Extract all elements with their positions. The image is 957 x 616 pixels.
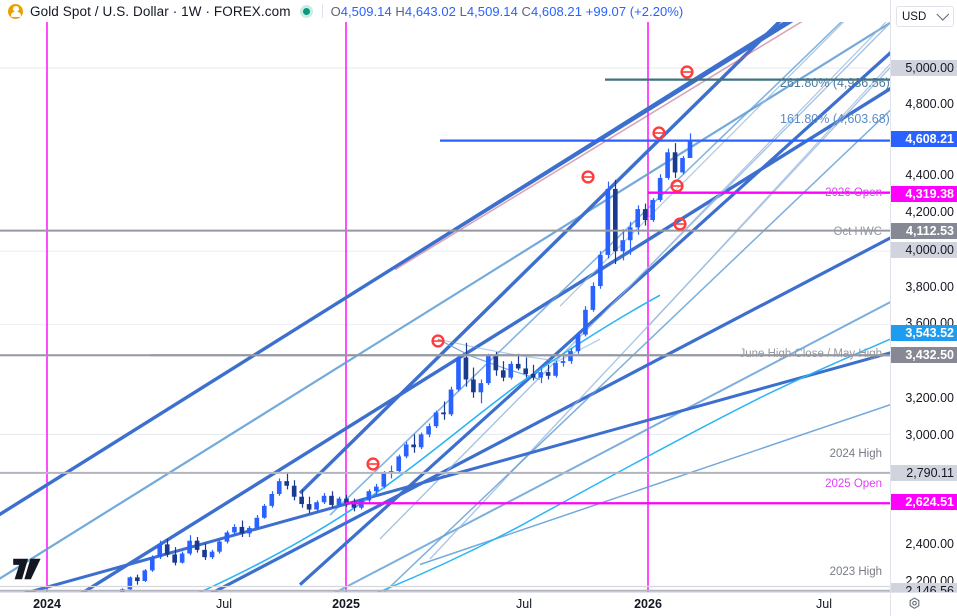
level-label: 2023 High bbox=[830, 566, 882, 578]
timescale-divider bbox=[890, 593, 891, 616]
chevron-down-icon bbox=[936, 8, 950, 21]
chart-title[interactable]: Gold Spot / U.S. Dollar · 1W · FOREX.com bbox=[30, 3, 291, 19]
level-label: June High Close / May High bbox=[739, 348, 882, 360]
fib-level-label: 161.80% (4,603.68) bbox=[780, 112, 890, 126]
pivot-marker-icon bbox=[652, 126, 666, 140]
time-axis-label: Jul bbox=[516, 597, 532, 611]
price-axis-label: 2,624.51 bbox=[891, 494, 957, 510]
chart-annotations: 361.80% (5,336.86)261.80% (4,936.56)161.… bbox=[0, 65, 890, 592]
close-value: 4,608.21 bbox=[530, 3, 582, 19]
price-axis-label: 5,000.00 bbox=[891, 60, 957, 76]
price-axis-label: 3,200.00 bbox=[905, 391, 954, 405]
price-axis-label: 3,543.52 bbox=[891, 325, 957, 341]
pivot-marker-icon bbox=[431, 334, 445, 348]
open-label: O bbox=[330, 3, 341, 19]
market-status-dot[interactable] bbox=[299, 4, 313, 18]
currency-selector[interactable]: USD bbox=[896, 6, 954, 27]
ohlc-values: O4,509.14 H4,643.02 L4,509.14 C4,608.21 … bbox=[331, 4, 684, 19]
pivot-marker-icon bbox=[680, 65, 694, 79]
pivot-marker-icon bbox=[673, 217, 687, 231]
price-scale[interactable]: USD 5,000.00 4,800.00 4,608.21 4,400.00 4,31… bbox=[890, 0, 957, 599]
high-value: 4,643.02 bbox=[404, 3, 456, 19]
price-axis-label: 3,000.00 bbox=[905, 428, 954, 442]
price-axis-label: 4,319.38 bbox=[891, 186, 957, 202]
change-percent: (+2.20%) bbox=[629, 3, 684, 19]
fib-level-label: 261.80% (4,936.56) bbox=[780, 76, 890, 90]
pivot-marker-icon bbox=[366, 457, 380, 471]
close-label: C bbox=[521, 3, 531, 19]
price-axis-label: 4,200.00 bbox=[905, 205, 954, 219]
currency-label: USD bbox=[902, 10, 927, 23]
price-axis-label: 4,400.00 bbox=[905, 168, 954, 182]
low-label: L bbox=[459, 3, 467, 19]
time-axis-label: Jul bbox=[816, 597, 832, 611]
open-value: 4,509.14 bbox=[340, 3, 392, 19]
chart-legend: Gold Spot / U.S. Dollar · 1W · FOREX.com… bbox=[0, 0, 957, 22]
pivot-marker-icon bbox=[581, 170, 595, 184]
time-axis-label: Jul bbox=[216, 597, 232, 611]
price-axis-label: 4,800.00 bbox=[905, 97, 954, 111]
level-label: Oct HWC bbox=[833, 226, 882, 238]
timescale-settings-icon[interactable] bbox=[906, 596, 923, 613]
time-axis-label: 2026 bbox=[634, 597, 662, 611]
level-label: 2026 Open bbox=[825, 187, 882, 199]
pivot-marker-icon bbox=[670, 179, 684, 193]
price-axis-label: 2,790.11 bbox=[891, 465, 957, 481]
time-scale[interactable]: 2024 Jul 2025 Jul 2026 Jul bbox=[0, 592, 957, 616]
price-axis-label: 3,432.50 bbox=[891, 347, 957, 363]
change-value: +99.07 bbox=[585, 3, 627, 19]
high-label: H bbox=[395, 3, 405, 19]
time-axis-label: 2024 bbox=[33, 597, 61, 611]
chart-canvas bbox=[0, 22, 890, 592]
price-axis-label: 3,800.00 bbox=[905, 280, 954, 294]
time-axis-label: 2025 bbox=[332, 597, 360, 611]
legend-divider bbox=[321, 4, 323, 18]
price-axis-label: 2,400.00 bbox=[905, 537, 954, 551]
price-axis-label: 4,000.00 bbox=[891, 242, 957, 258]
gold-coin-icon bbox=[8, 3, 23, 19]
low-value: 4,509.14 bbox=[466, 3, 518, 19]
price-axis-label: 4,112.53 bbox=[891, 223, 957, 239]
tradingview-logo[interactable] bbox=[12, 556, 46, 582]
chart-plot-area[interactable]: 361.80% (5,336.86)261.80% (4,936.56)161.… bbox=[0, 22, 890, 592]
level-label: 2025 Open bbox=[825, 478, 882, 490]
price-axis-label: 4,608.21 bbox=[891, 131, 957, 147]
level-label: 2024 High bbox=[830, 448, 882, 460]
